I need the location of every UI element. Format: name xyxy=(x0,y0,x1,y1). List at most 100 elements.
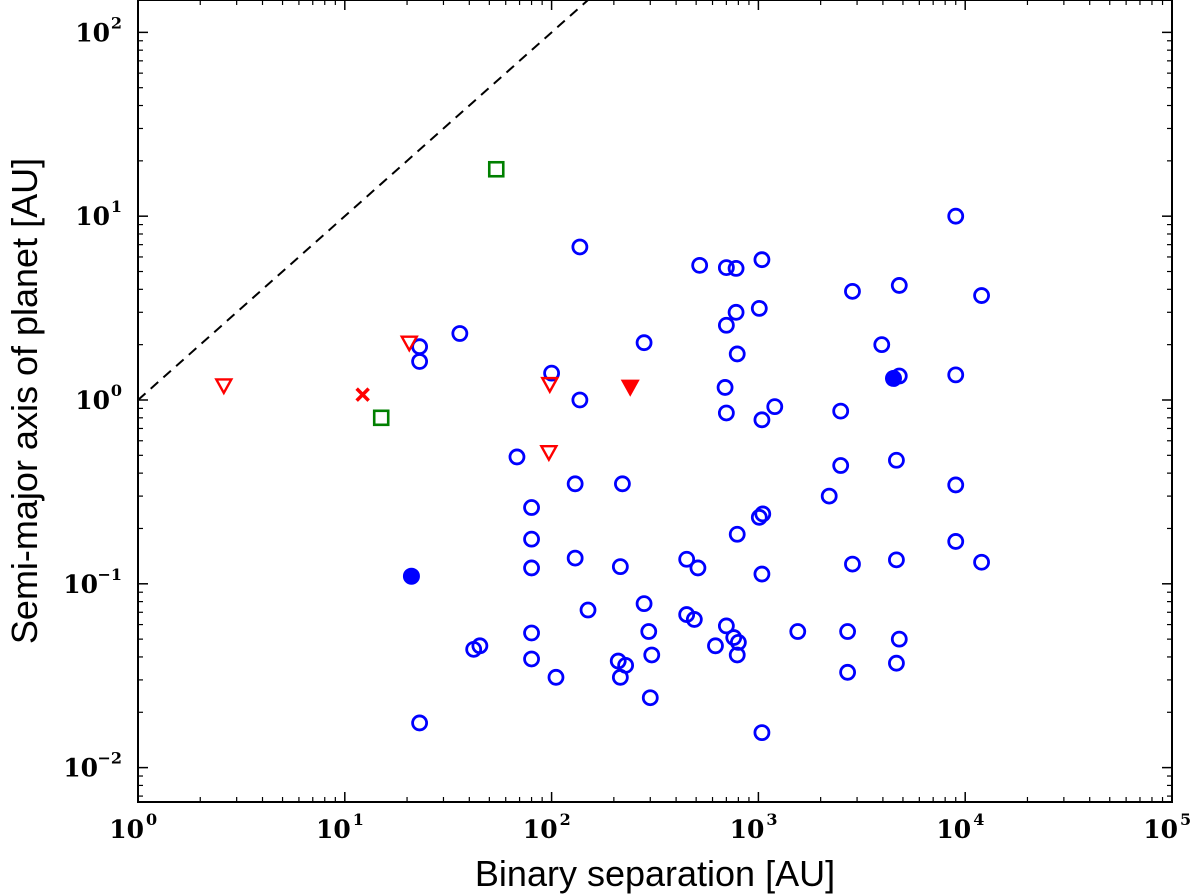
x-tick-label-exponent: 0 xyxy=(146,810,157,829)
data-point-circle-open xyxy=(975,289,989,303)
x-tick-label: 10 5 xyxy=(1143,810,1191,844)
data-point-circle-open xyxy=(719,318,733,332)
x-tick-label-exponent: 5 xyxy=(1180,810,1191,829)
data-point-circle-open xyxy=(730,527,744,541)
data-point-circle-open xyxy=(573,240,587,254)
y-tick-label-exponent: 0 xyxy=(111,381,122,400)
data-point-circle-filled xyxy=(885,370,901,386)
data-point-circle-open xyxy=(718,380,732,394)
x-tick-label-base: 10 xyxy=(936,815,971,844)
data-point-square-open xyxy=(489,162,503,176)
data-point-circle-open xyxy=(708,639,722,653)
x-tick-label: 10 4 xyxy=(936,810,984,844)
data-point-circle-open xyxy=(643,691,657,705)
data-point-circle-open xyxy=(755,253,769,267)
data-point-circle-open xyxy=(949,209,963,223)
x-tick-label: 10 1 xyxy=(316,810,364,844)
y-tick-label: −210 xyxy=(63,749,122,783)
data-point-circle-open xyxy=(729,261,743,275)
data-point-circle-open xyxy=(525,532,539,546)
x-tick-label-base: 10 xyxy=(523,815,558,844)
data-point-circle-open xyxy=(845,284,859,298)
data-point-circle-open xyxy=(525,652,539,666)
data-point-circle-open xyxy=(510,450,524,464)
data-point-circle-open xyxy=(756,507,770,521)
data-point-circle-open xyxy=(581,603,595,617)
y-axis-title: Semi-major axis of planet [AU] xyxy=(4,158,45,644)
data-point-circle-open xyxy=(975,555,989,569)
data-point-circle-open xyxy=(892,632,906,646)
x-tick-label: 10 2 xyxy=(523,810,571,844)
data-point-circle-open xyxy=(615,477,629,491)
data-point-circle-open xyxy=(755,413,769,427)
y-tick-label-exponent: 1 xyxy=(111,197,122,216)
x-tick-label-exponent: 1 xyxy=(353,810,364,829)
x-tick-label-base: 10 xyxy=(730,815,765,844)
data-point-circle-open xyxy=(889,553,903,567)
data-point-circle-open xyxy=(889,656,903,670)
data-point-circle-open xyxy=(834,459,848,473)
data-point-triangle-down-open xyxy=(541,446,556,460)
x-tick-label-exponent: 4 xyxy=(973,810,984,829)
data-point-circle-open xyxy=(834,404,848,418)
y-tick-label: −110 xyxy=(63,565,122,599)
x-tick-label-base: 10 xyxy=(316,815,351,844)
data-point-circle-open xyxy=(613,560,627,574)
data-point-triangle-down-open xyxy=(216,379,231,393)
x-tick-label-base: 10 xyxy=(109,815,144,844)
x-tick-label: 10 3 xyxy=(730,810,778,844)
data-point-circle-open xyxy=(525,626,539,640)
data-point-circle-open xyxy=(413,716,427,730)
data-point-circle-open xyxy=(730,347,744,361)
data-point-circle-open xyxy=(949,368,963,382)
data-point-circle-open xyxy=(549,670,563,684)
y-tick-label: 210 xyxy=(75,13,122,47)
y-tick-label-base: 10 xyxy=(75,202,110,231)
data-point-circle-open xyxy=(637,336,651,350)
data-point-circle-open xyxy=(568,477,582,491)
data-point-circle-open xyxy=(719,406,733,420)
y-tick-label-base: 10 xyxy=(75,386,110,415)
plot-marks xyxy=(138,0,989,740)
data-point-circle-open xyxy=(841,665,855,679)
data-point-circle-open xyxy=(413,354,427,368)
data-point-circle-open xyxy=(568,551,582,565)
data-point-circle-open xyxy=(453,326,467,340)
plot-frame xyxy=(138,0,1172,802)
data-point-circle-open xyxy=(755,567,769,581)
x-tick-label-exponent: 2 xyxy=(560,810,571,829)
data-point-circle-open xyxy=(949,478,963,492)
data-point-circle-open xyxy=(573,393,587,407)
y-tick-label: 110 xyxy=(75,197,122,231)
data-point-circle-open xyxy=(525,501,539,515)
data-point-circle-open xyxy=(845,557,859,571)
data-point-circle-open xyxy=(525,561,539,575)
y-tick-label-exponent: −1 xyxy=(97,565,122,584)
data-point-circle-open xyxy=(755,726,769,740)
y-tick-label-base: 10 xyxy=(63,570,98,599)
y-tick-label-base: 10 xyxy=(63,754,98,783)
data-point-x xyxy=(357,389,369,401)
data-point-circle-open xyxy=(791,625,805,639)
data-point-circle-open xyxy=(637,597,651,611)
data-point-circle-open xyxy=(642,625,656,639)
data-point-circle-open xyxy=(645,648,659,662)
data-point-circle-open xyxy=(892,278,906,292)
data-point-circle-open xyxy=(752,510,766,524)
x-tick-label: 10 0 xyxy=(109,810,157,844)
data-point-circle-open xyxy=(768,400,782,414)
y-tick-label-base: 10 xyxy=(75,18,110,47)
x-tick-label-exponent: 3 xyxy=(766,810,777,829)
data-point-square-open xyxy=(374,411,388,425)
x-tick-label-base: 10 xyxy=(1143,815,1178,844)
data-point-circle-open xyxy=(889,453,903,467)
y-tick-label-exponent: −2 xyxy=(97,749,122,768)
data-point-circle-open xyxy=(693,258,707,272)
data-point-circle-open xyxy=(691,561,705,575)
data-point-circle-filled xyxy=(403,568,419,584)
data-point-circle-open xyxy=(729,305,743,319)
data-point-circle-open xyxy=(875,338,889,352)
x-axis-title: Binary separation [AU] xyxy=(475,853,835,894)
